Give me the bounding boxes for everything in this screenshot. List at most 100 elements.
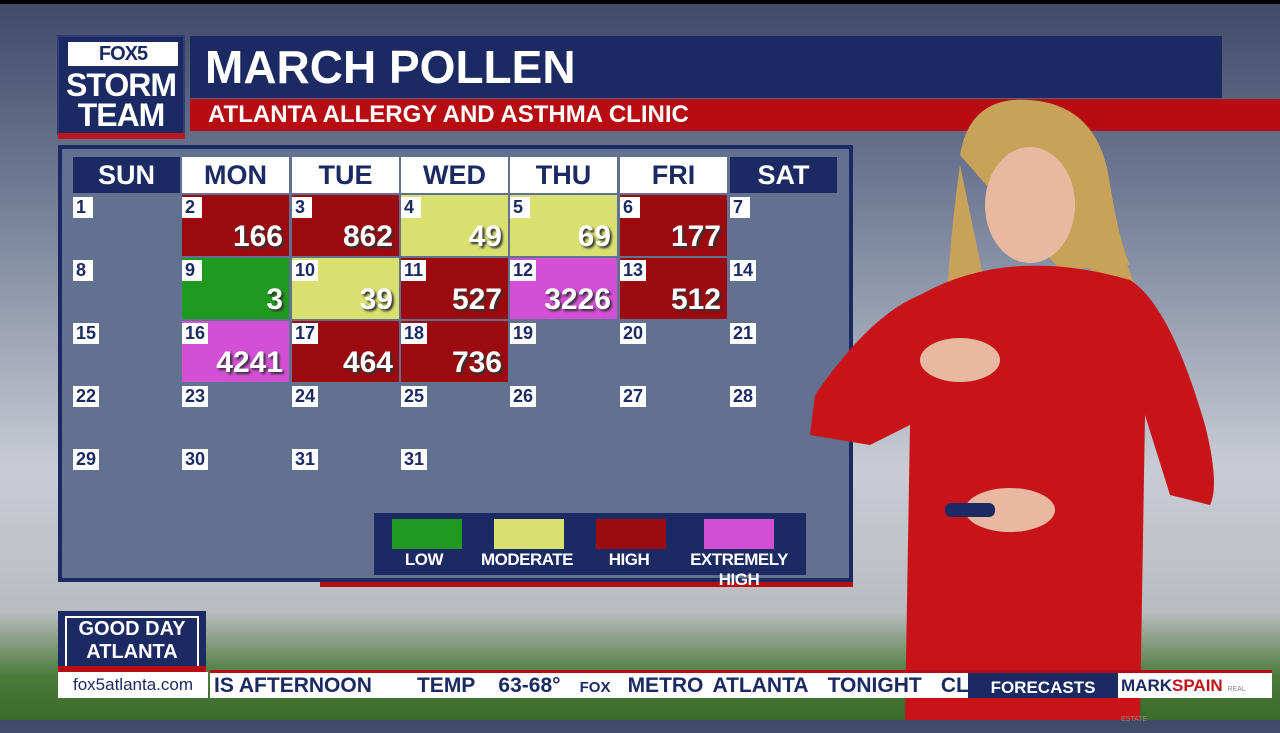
day-header-wed: WED bbox=[401, 157, 508, 193]
pollen-count: 527 bbox=[451, 283, 502, 316]
day-number: 6 bbox=[620, 197, 640, 218]
day-number: 28 bbox=[730, 386, 757, 407]
day-number: 27 bbox=[620, 386, 647, 407]
pollen-count: 69 bbox=[577, 220, 611, 253]
page-title: MARCH POLLEN bbox=[205, 41, 576, 93]
ticker-item: 63-68° bbox=[498, 674, 561, 697]
ticker-item: ATLANTA bbox=[712, 674, 809, 697]
ticker-item: TEMP bbox=[416, 674, 476, 697]
news-ticker: IS AFTERNOON TEMP 63-68° FOX METRO ATLAN… bbox=[210, 670, 968, 698]
calendar-day-cell: 17 464 bbox=[292, 321, 399, 382]
legend-label-low: LOW bbox=[404, 550, 444, 569]
logo-storm: STORM bbox=[66, 67, 177, 103]
pollen-count: 177 bbox=[670, 220, 721, 253]
title-bar bbox=[190, 36, 1222, 98]
day-header-sun: SUN bbox=[73, 157, 180, 193]
pollen-count: 862 bbox=[342, 220, 393, 253]
calendar-day-cell: 31 bbox=[401, 447, 508, 508]
day-number: 9 bbox=[182, 260, 202, 281]
ticker-item: CL bbox=[940, 674, 968, 697]
legend-swatch-moderate bbox=[494, 519, 564, 549]
calendar-day-cell: 1 bbox=[73, 195, 180, 256]
calendar-day-cell: 12 3226 bbox=[510, 258, 617, 319]
calendar-day-cell: 10 39 bbox=[292, 258, 399, 319]
day-number: 29 bbox=[73, 449, 100, 470]
legend-swatch-high bbox=[596, 519, 666, 549]
pollen-count: 39 bbox=[359, 283, 393, 316]
pollen-count: 4241 bbox=[216, 346, 283, 379]
show-name-line1: GOOD DAY bbox=[78, 618, 186, 640]
calendar-day-cell: 8 bbox=[73, 258, 180, 319]
calendar-day-cell: 2 166 bbox=[182, 195, 289, 256]
day-number: 17 bbox=[292, 323, 319, 344]
day-number: 11 bbox=[401, 260, 427, 281]
day-number: 12 bbox=[510, 260, 537, 281]
ticker-item: IS AFTERNOON bbox=[214, 674, 372, 697]
pollen-count: 464 bbox=[342, 346, 393, 379]
fox5-storm-team-logo: FOX5 STORM TEAM bbox=[57, 35, 185, 135]
pollen-count: 736 bbox=[451, 346, 502, 379]
day-number: 1 bbox=[73, 197, 93, 218]
day-number: 26 bbox=[510, 386, 537, 407]
website-url: fox5atlanta.com bbox=[58, 672, 208, 698]
day-number: 18 bbox=[401, 323, 428, 344]
show-name-line2: ATLANTA bbox=[86, 641, 178, 663]
calendar-day-cell: 26 bbox=[510, 384, 617, 445]
good-day-atlanta-logo: GOOD DAY ATLANTA bbox=[58, 611, 206, 673]
day-number: 30 bbox=[182, 449, 209, 470]
page-subtitle: ATLANTA ALLERGY AND ASTHMA CLINIC bbox=[208, 101, 689, 128]
day-number: 31 bbox=[401, 449, 428, 470]
calendar-day-cell: 13 512 bbox=[620, 258, 727, 319]
calendar-day-cell: 14 bbox=[730, 258, 837, 319]
calendar-day-cell: 24 bbox=[292, 384, 399, 445]
subtitle-bar bbox=[190, 99, 1280, 131]
calendar-day-cell: 15 bbox=[73, 321, 180, 382]
calendar-day-cell: 6 177 bbox=[620, 195, 727, 256]
pollen-count: 3226 bbox=[544, 283, 611, 316]
sponsor-name-b: SPAIN bbox=[1172, 676, 1223, 695]
legend-label-moderate: MODERATE bbox=[480, 550, 574, 569]
show-logo-accent bbox=[58, 666, 206, 672]
day-number: 8 bbox=[73, 260, 93, 281]
calendar-day-cell: 3 862 bbox=[292, 195, 399, 256]
day-number: 31 bbox=[292, 449, 319, 470]
day-number: 16 bbox=[182, 323, 209, 344]
calendar-day-cell: 28 bbox=[730, 384, 837, 445]
calendar-day-cell: 27 bbox=[620, 384, 727, 445]
sponsor-logo: MARKSPAIN REAL ESTATE bbox=[1118, 670, 1272, 723]
fox5-logo-text: FOX5 bbox=[68, 42, 178, 66]
day-number: 3 bbox=[292, 197, 312, 218]
panel-accent bbox=[320, 582, 853, 587]
top-border bbox=[0, 0, 1280, 4]
calendar-day-cell: 23 bbox=[182, 384, 289, 445]
legend-swatch-low bbox=[392, 519, 462, 549]
calendar-day-cell: 20 bbox=[620, 321, 727, 382]
day-number: 4 bbox=[401, 197, 421, 218]
calendar-day-cell: 22 bbox=[73, 384, 180, 445]
day-number: 13 bbox=[620, 260, 647, 281]
calendar-day-cell: 29 bbox=[73, 447, 180, 508]
calendar-day-cell: 21 bbox=[730, 321, 837, 382]
pollen-count: 512 bbox=[670, 283, 721, 316]
calendar-day-cell: 11 527 bbox=[401, 258, 508, 319]
day-number: 25 bbox=[401, 386, 428, 407]
day-number: 21 bbox=[730, 323, 757, 344]
calendar-day-cell: 18 736 bbox=[401, 321, 508, 382]
calendar-day-cell: 31 bbox=[292, 447, 399, 508]
day-number: 5 bbox=[510, 197, 530, 218]
calendar-day-cell: 5 69 bbox=[510, 195, 617, 256]
calendar-day-cell: 25 bbox=[401, 384, 508, 445]
day-header-tue: TUE bbox=[292, 157, 399, 193]
day-header-thu: THU bbox=[510, 157, 617, 193]
day-header-fri: FRI bbox=[620, 157, 727, 193]
legend: LOW MODERATE HIGH EXTREMELY HIGH bbox=[374, 513, 806, 589]
ticker-item: METRO bbox=[627, 674, 704, 697]
calendar-day-cell: 30 bbox=[182, 447, 289, 508]
ticker-item: TONIGHT bbox=[827, 674, 922, 697]
day-header-mon: MON bbox=[182, 157, 289, 193]
presenter-image bbox=[810, 99, 1214, 720]
legend-label-extreme: EXTREMELY HIGH bbox=[690, 550, 788, 589]
calendar-day-cell: 4 49 bbox=[401, 195, 508, 256]
day-number: 24 bbox=[292, 386, 319, 407]
